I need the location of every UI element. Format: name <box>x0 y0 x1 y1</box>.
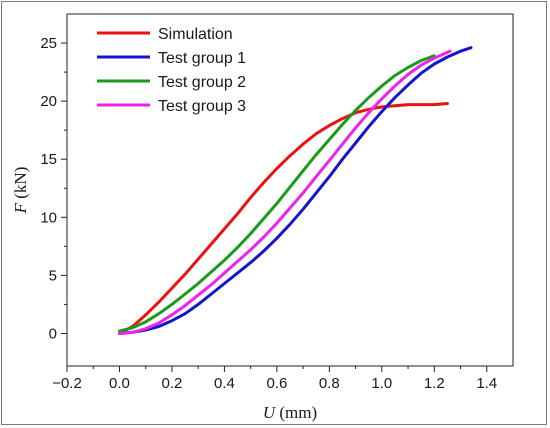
y-tick-label: 10 <box>40 209 57 226</box>
series-line-4 <box>118 49 452 335</box>
ticks-layer: −0.2 0.0 0.2 0.4 0.6 0.8 1.0 1.2 1.4 0 5 10 15 20 25 <box>40 35 497 392</box>
plot-area-border <box>66 13 514 367</box>
x-tick-label: 1.4 <box>476 375 497 392</box>
y-tick-label: 0 <box>49 325 57 342</box>
legend-label-3: Test group 2 <box>158 74 246 91</box>
y-axis-title: F (kN) <box>11 167 30 215</box>
x-tick-label: 0.8 <box>319 375 340 392</box>
x-axis-variable: U <box>263 403 277 422</box>
y-tick-label: 15 <box>40 151 57 168</box>
legend: Simulation Test group 1 Test group 2 Test g… <box>97 26 246 115</box>
series-line-2 <box>118 46 473 335</box>
x-axis-unit: (mm) <box>275 403 317 422</box>
series-layer <box>118 46 473 335</box>
series-line-1 <box>118 102 449 335</box>
x-tick-label: 0.2 <box>162 375 183 392</box>
legend-label-4: Test group 3 <box>158 98 246 115</box>
y-tick-label: 20 <box>40 93 57 110</box>
y-tick-label: 25 <box>40 35 57 52</box>
series-line-3 <box>118 54 436 333</box>
legend-label-1: Simulation <box>158 26 233 43</box>
legend-label-2: Test group 1 <box>158 50 246 67</box>
x-tick-label: 1.0 <box>371 375 392 392</box>
x-axis-title: U (mm) <box>263 403 317 422</box>
y-tick-label: 5 <box>49 267 57 284</box>
x-tick-label: 0.4 <box>214 375 235 392</box>
x-tick-label: 0.6 <box>266 375 287 392</box>
y-axis-unit: (kN) <box>11 167 30 203</box>
y-axis-variable: F <box>11 202 30 214</box>
x-tick-label: 0.0 <box>109 375 130 392</box>
x-tick-label: 1.2 <box>424 375 445 392</box>
x-tick-label: −0.2 <box>52 375 82 392</box>
